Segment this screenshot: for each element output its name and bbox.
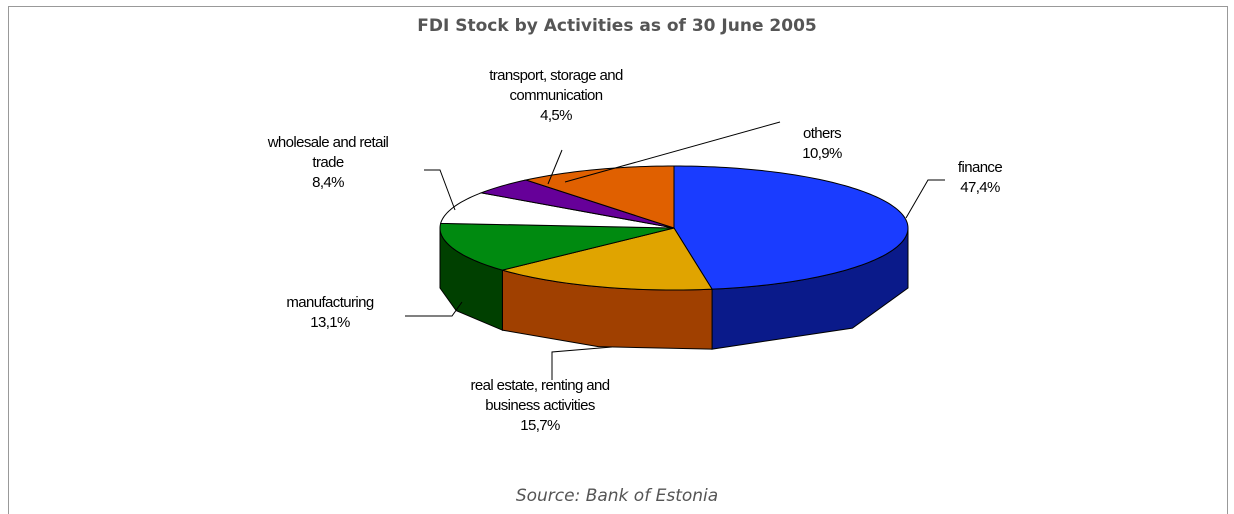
slice bbox=[479, 179, 675, 229]
chart-title: FDI Stock by Activities as of 30 June 20… bbox=[417, 16, 817, 36]
slice bbox=[439, 192, 675, 229]
slice-label: others 10,9% bbox=[777, 124, 867, 164]
leader-line bbox=[547, 149, 563, 185]
slice-label: real estate, renting and business activi… bbox=[465, 376, 615, 436]
leader-line bbox=[564, 121, 781, 183]
leader-line bbox=[424, 169, 456, 211]
value-label: 13,1% bbox=[310, 314, 350, 331]
value-label: 15,7% bbox=[520, 417, 560, 434]
value-label: 47,4% bbox=[960, 179, 1000, 196]
category-label: manufacturing bbox=[286, 294, 374, 311]
slice-label: manufacturing 13,1% bbox=[260, 293, 400, 333]
frame bbox=[8, 6, 1228, 514]
slice-label: wholesale and retail trade 8,4% bbox=[253, 133, 403, 193]
slice bbox=[439, 222, 675, 271]
slice-label: transport, storage and communication 4,5% bbox=[481, 66, 631, 126]
leader-line bbox=[551, 346, 613, 380]
category-label: others bbox=[802, 125, 842, 142]
slice bbox=[524, 165, 675, 229]
slice bbox=[673, 165, 909, 290]
category-label: real estate, renting and business activi… bbox=[470, 377, 610, 414]
leader-line bbox=[905, 179, 945, 219]
category-label: wholesale and retail trade bbox=[267, 134, 389, 171]
leader-line bbox=[405, 301, 463, 317]
source-note: Source: Bank of Estonia bbox=[515, 486, 719, 506]
category-label: finance bbox=[957, 159, 1003, 176]
value-label: 4,5% bbox=[540, 107, 572, 124]
value-label: 10,9% bbox=[802, 145, 842, 162]
value-label: 8,4% bbox=[312, 174, 344, 191]
category-label: transport, storage and communication bbox=[489, 67, 623, 104]
slice-label: finance 47,4% bbox=[940, 158, 1020, 198]
slice bbox=[500, 227, 713, 291]
